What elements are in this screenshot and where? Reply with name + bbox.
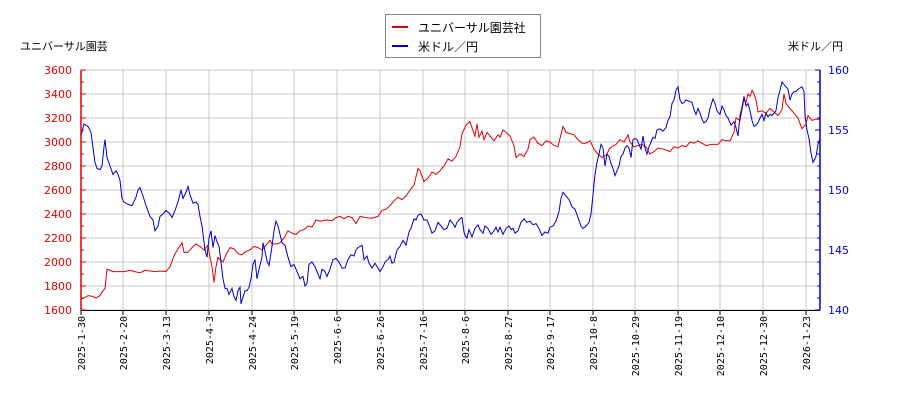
y-tick-label-left: 3600 <box>44 64 72 77</box>
y-tick-label-left: 2400 <box>44 208 72 221</box>
legend: ユニバーサル園芸社 米ドル／円 <box>385 14 541 58</box>
x-tick-label: 2025-10-8 <box>589 316 600 370</box>
y-tick-label-left: 2600 <box>44 184 72 197</box>
right-axis-title: 米ドル／円 <box>788 40 843 53</box>
grid-lines <box>80 69 820 311</box>
y-tick-label-right: 160 <box>828 64 849 77</box>
x-tick-label: 2025-3-13 <box>162 316 173 370</box>
x-tick-label: 2025-8-6 <box>461 316 472 364</box>
x-tick-label: 2025-4-3 <box>205 316 216 364</box>
y-tick-label-right: 145 <box>828 244 849 257</box>
x-tick-label: 2025-7-16 <box>419 316 430 370</box>
legend-swatch-red <box>392 26 408 28</box>
series-line <box>80 80 821 305</box>
y-tick-label-left: 1800 <box>44 280 72 293</box>
x-tick-label: 2025-8-27 <box>504 316 515 370</box>
y-tick-label-left: 3200 <box>44 112 72 125</box>
legend-swatch-blue <box>392 45 408 47</box>
x-tick-label: 2025-6-26 <box>376 316 387 370</box>
series-lines <box>80 80 821 305</box>
y-tick-label-right: 155 <box>828 124 849 137</box>
x-tick-label: 2025-12-30 <box>759 316 770 376</box>
axes: 2025-1-30 2025-2-20 2025-3-13 2025-4-3 2025-… <box>44 64 849 376</box>
x-tick-label: 2025-12-10 <box>716 316 727 376</box>
x-tick-label: 2025-11-19 <box>674 316 685 376</box>
left-axis-title: ユニバーサル園芸 <box>20 40 108 53</box>
y-tick-label-right: 140 <box>828 304 849 317</box>
x-tick-label: 2025-6-6 <box>333 316 344 364</box>
legend-item-universal-engei: ユニバーサル園芸社 <box>392 18 526 36</box>
y-tick-label-left: 2000 <box>44 256 72 269</box>
legend-label: ユニバーサル園芸社 <box>418 20 526 35</box>
y-tick-label-right: 150 <box>828 184 849 197</box>
y-tick-label-left: 1600 <box>44 304 72 317</box>
x-tick-label: 2025-4-24 <box>248 316 259 370</box>
x-tick-label: 2025-5-19 <box>290 316 301 370</box>
legend-label: 米ドル／円 <box>418 39 479 54</box>
x-tick-label: 2026-1-23 <box>802 316 813 370</box>
legend-item-usdjpy: 米ドル／円 <box>392 37 478 55</box>
x-tick-label: 2025-2-20 <box>119 316 130 370</box>
y-tick-label-left: 2800 <box>44 160 72 173</box>
x-tick-label: 2025-9-17 <box>546 316 557 370</box>
series-line <box>80 89 820 300</box>
y-tick-label-left: 3000 <box>44 136 72 149</box>
y-tick-label-left: 3400 <box>44 88 72 101</box>
y-tick-label-left: 2200 <box>44 232 72 245</box>
x-tick-label: 2025-10-29 <box>631 316 642 376</box>
x-tick-label: 2025-1-30 <box>77 316 88 370</box>
